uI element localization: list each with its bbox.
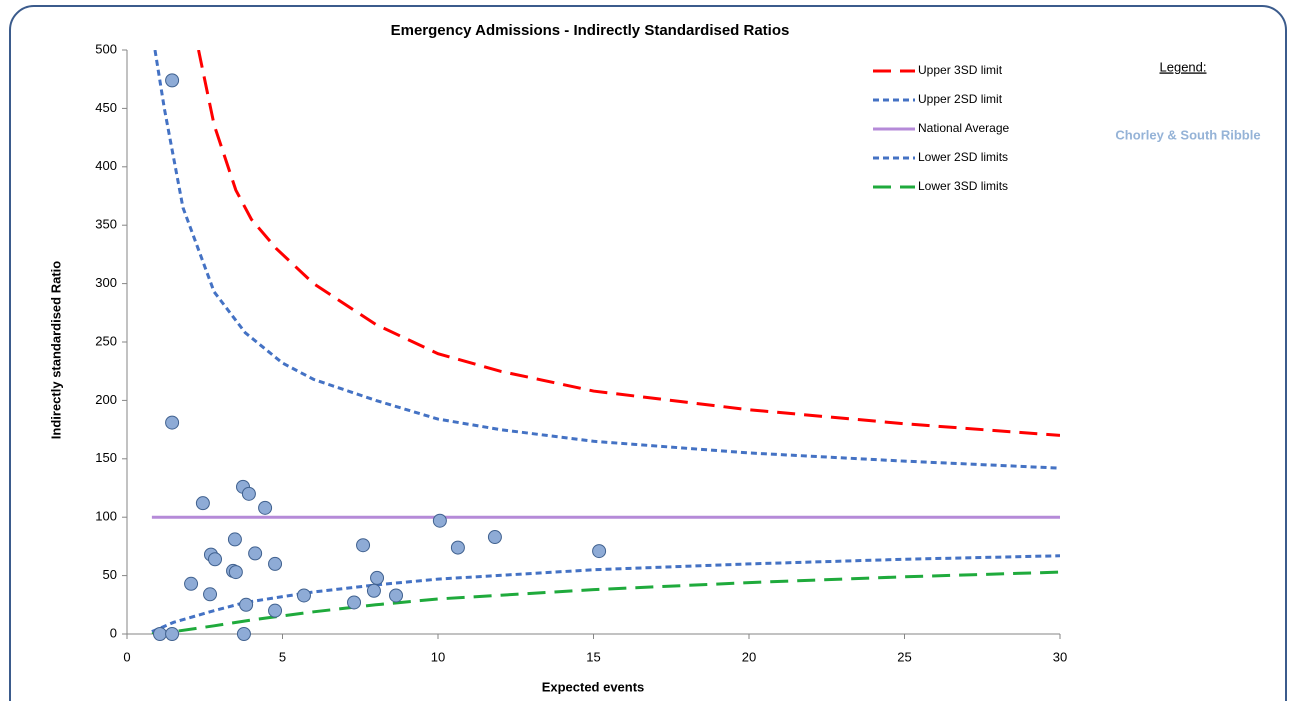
x-tick-label: 20 bbox=[742, 649, 756, 664]
limit-line bbox=[197, 50, 1060, 437]
data-point bbox=[248, 546, 263, 561]
data-point bbox=[389, 588, 404, 603]
data-point bbox=[366, 583, 381, 598]
y-axis-title: Indirectly standardised Ratio bbox=[48, 261, 63, 439]
legend-label: Lower 3SD limits bbox=[918, 179, 1008, 193]
x-axis-title: Expected events bbox=[542, 679, 645, 694]
frame bbox=[9, 5, 1287, 706]
data-point bbox=[227, 532, 242, 547]
data-point bbox=[165, 627, 180, 641]
x-tick-label: 5 bbox=[279, 649, 286, 664]
data-point bbox=[370, 570, 385, 585]
data-point bbox=[236, 627, 251, 641]
y-tick-label: 0 bbox=[110, 625, 117, 640]
data-point bbox=[165, 415, 180, 430]
legend-label: Upper 2SD limit bbox=[918, 92, 1003, 106]
x-tick-label: 10 bbox=[431, 649, 445, 664]
data-point bbox=[152, 627, 167, 641]
x-tick-label: 30 bbox=[1053, 649, 1067, 664]
data-point bbox=[268, 603, 283, 618]
data-point bbox=[195, 496, 210, 511]
data-point bbox=[296, 588, 311, 603]
y-tick-label: 250 bbox=[95, 333, 117, 348]
data-point bbox=[208, 552, 223, 567]
data-point bbox=[228, 565, 243, 580]
data-point bbox=[203, 587, 218, 602]
data-point bbox=[165, 73, 180, 88]
limit-line bbox=[151, 570, 1060, 634]
chart-title: Emergency Admissions - Indirectly Standa… bbox=[391, 22, 790, 39]
x-tick-label: 0 bbox=[123, 649, 130, 664]
data-point bbox=[592, 544, 607, 559]
legend-heading: Legend: bbox=[1160, 59, 1207, 74]
y-tick-label: 300 bbox=[95, 275, 117, 290]
area-label: Chorley & South Ribble bbox=[1115, 127, 1260, 142]
y-tick-label: 450 bbox=[95, 100, 117, 115]
y-tick-label: 500 bbox=[95, 41, 117, 56]
data-point bbox=[347, 595, 362, 610]
y-tick-label: 150 bbox=[95, 450, 117, 465]
x-tick-label: 25 bbox=[897, 649, 911, 664]
limit-line bbox=[151, 554, 1060, 634]
y-tick-label: 50 bbox=[103, 567, 117, 582]
y-tick-label: 100 bbox=[95, 509, 117, 524]
data-point bbox=[239, 597, 254, 612]
legend-label: National Average bbox=[918, 121, 1010, 135]
data-point bbox=[487, 530, 502, 545]
data-point bbox=[258, 500, 273, 515]
data-point bbox=[241, 486, 256, 501]
y-tick-label: 350 bbox=[95, 217, 117, 232]
data-point bbox=[432, 513, 447, 528]
data-point bbox=[184, 576, 199, 591]
limit-line bbox=[153, 50, 1060, 470]
data-point bbox=[356, 538, 371, 553]
y-tick-label: 400 bbox=[95, 158, 117, 173]
legend-label: Lower 2SD limits bbox=[918, 150, 1008, 164]
legend-label: Upper 3SD limit bbox=[918, 63, 1003, 77]
data-point bbox=[268, 556, 283, 571]
x-tick-label: 15 bbox=[586, 649, 600, 664]
y-tick-label: 200 bbox=[95, 392, 117, 407]
data-point bbox=[450, 540, 465, 555]
